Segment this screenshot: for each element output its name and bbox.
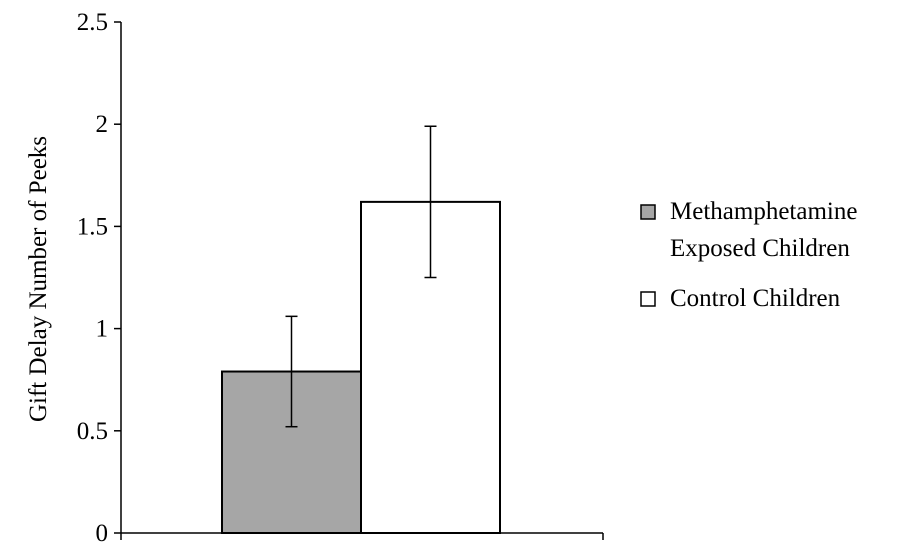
y-ticks: 0 0.5 1 1.5 2 2.5 — [77, 9, 604, 542]
legend-swatch — [640, 291, 656, 307]
y-tick-label: 1 — [96, 316, 109, 343]
legend-label: Methamphetamine — [670, 198, 857, 225]
y-tick-label: 2 — [96, 111, 109, 138]
y-tick-label: 0.5 — [77, 418, 108, 445]
bars — [221, 200, 501, 534]
legend-item-control: Control Children — [640, 285, 841, 312]
legend-swatch — [640, 204, 656, 220]
y-tick-label: 1.5 — [77, 213, 108, 240]
error-bars — [285, 125, 437, 428]
y-tick-label: 0 — [96, 520, 109, 542]
legend-label: Exposed Children — [670, 235, 850, 262]
legend-item-methamphetamine-exposed: Methamphetamine Exposed Children — [640, 198, 857, 262]
legend: Methamphetamine Exposed Children Control C… — [640, 198, 857, 312]
y-axis-title: Gift Delay Number of Peeks — [25, 136, 52, 422]
legend-label: Control Children — [670, 285, 841, 312]
y-tick-label: 2.5 — [77, 9, 108, 36]
